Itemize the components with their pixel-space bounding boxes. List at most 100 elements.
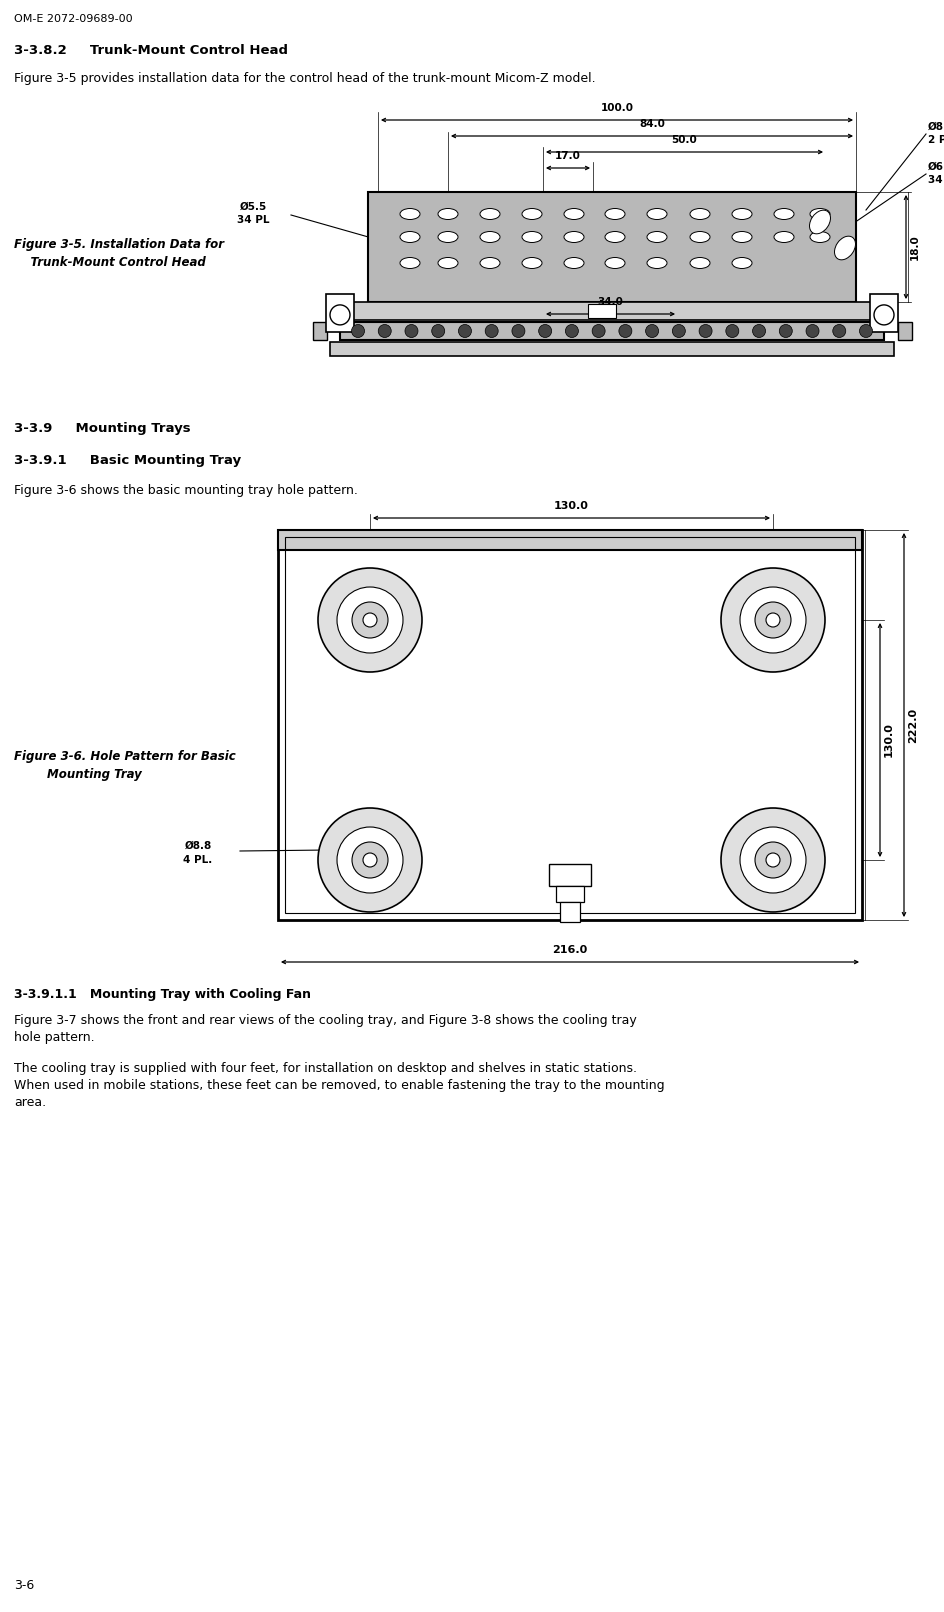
Ellipse shape xyxy=(647,232,667,242)
Ellipse shape xyxy=(732,232,752,242)
Bar xyxy=(278,530,862,920)
Text: Ø5.5: Ø5.5 xyxy=(240,202,266,213)
Bar xyxy=(587,305,615,318)
Ellipse shape xyxy=(834,237,855,260)
Bar xyxy=(560,903,580,922)
Ellipse shape xyxy=(400,232,420,242)
Ellipse shape xyxy=(605,258,625,269)
Circle shape xyxy=(565,324,579,337)
Ellipse shape xyxy=(438,208,458,219)
Text: Ø8.8: Ø8.8 xyxy=(184,841,211,851)
Circle shape xyxy=(512,324,525,337)
Bar xyxy=(340,322,884,340)
Circle shape xyxy=(337,587,403,653)
Circle shape xyxy=(592,324,605,337)
Text: 34 PL.: 34 PL. xyxy=(928,176,944,185)
Bar xyxy=(278,530,862,550)
Circle shape xyxy=(539,324,551,337)
Text: Trunk-Mount Control Head: Trunk-Mount Control Head xyxy=(14,256,206,269)
Text: The cooling tray is supplied with four feet, for installation on desktop and she: The cooling tray is supplied with four f… xyxy=(14,1062,665,1109)
Ellipse shape xyxy=(774,208,794,219)
Text: 18.0: 18.0 xyxy=(910,234,920,260)
Text: Figure 3-7 shows the front and rear views of the cooling tray, and Figure 3-8 sh: Figure 3-7 shows the front and rear view… xyxy=(14,1014,637,1045)
Circle shape xyxy=(859,324,872,337)
Ellipse shape xyxy=(480,232,500,242)
Text: 3-6: 3-6 xyxy=(14,1580,34,1593)
Circle shape xyxy=(485,324,498,337)
Bar xyxy=(898,322,912,340)
Circle shape xyxy=(352,601,388,638)
Ellipse shape xyxy=(810,232,830,242)
Bar xyxy=(350,301,874,321)
Text: 34 PL: 34 PL xyxy=(237,214,269,226)
Circle shape xyxy=(337,827,403,893)
Ellipse shape xyxy=(690,258,710,269)
Ellipse shape xyxy=(480,208,500,219)
Bar xyxy=(556,887,584,903)
Text: 84.0: 84.0 xyxy=(639,119,665,129)
Ellipse shape xyxy=(690,232,710,242)
Circle shape xyxy=(363,853,377,867)
Circle shape xyxy=(721,808,825,912)
Ellipse shape xyxy=(647,208,667,219)
Circle shape xyxy=(766,613,780,627)
Text: 130.0: 130.0 xyxy=(884,722,894,758)
Circle shape xyxy=(700,324,712,337)
Circle shape xyxy=(721,567,825,672)
Ellipse shape xyxy=(564,232,584,242)
Text: 130.0: 130.0 xyxy=(554,501,589,511)
Circle shape xyxy=(459,324,471,337)
Text: 100.0: 100.0 xyxy=(600,103,633,113)
Circle shape xyxy=(780,324,792,337)
Bar xyxy=(549,864,591,887)
Circle shape xyxy=(740,587,806,653)
Text: 3-3.9.1.1   Mounting Tray with Cooling Fan: 3-3.9.1.1 Mounting Tray with Cooling Fan xyxy=(14,988,311,1001)
Text: Ø8.0: Ø8.0 xyxy=(928,123,944,132)
Circle shape xyxy=(330,305,350,326)
Ellipse shape xyxy=(564,208,584,219)
Circle shape xyxy=(672,324,685,337)
Ellipse shape xyxy=(438,258,458,269)
Ellipse shape xyxy=(605,208,625,219)
Circle shape xyxy=(646,324,659,337)
Ellipse shape xyxy=(522,258,542,269)
Bar xyxy=(330,342,894,356)
Text: 17.0: 17.0 xyxy=(555,152,581,161)
Circle shape xyxy=(431,324,445,337)
Text: 216.0: 216.0 xyxy=(552,945,587,954)
Ellipse shape xyxy=(810,208,830,219)
Ellipse shape xyxy=(732,258,752,269)
Bar xyxy=(870,293,898,332)
Ellipse shape xyxy=(522,208,542,219)
Ellipse shape xyxy=(605,232,625,242)
Circle shape xyxy=(755,601,791,638)
Bar xyxy=(285,537,855,912)
Circle shape xyxy=(755,841,791,879)
Text: Figure 3-6 shows the basic mounting tray hole pattern.: Figure 3-6 shows the basic mounting tray… xyxy=(14,484,358,496)
Circle shape xyxy=(726,324,739,337)
Ellipse shape xyxy=(810,210,831,234)
Bar xyxy=(368,192,856,301)
Text: 34.0: 34.0 xyxy=(598,297,623,306)
Circle shape xyxy=(619,324,632,337)
Text: Figure 3-6. Hole Pattern for Basic: Figure 3-6. Hole Pattern for Basic xyxy=(14,750,236,762)
Circle shape xyxy=(351,324,364,337)
Text: Figure 3-5 provides installation data for the control head of the trunk-mount Mi: Figure 3-5 provides installation data fo… xyxy=(14,73,596,85)
Text: 3-3.8.2     Trunk-Mount Control Head: 3-3.8.2 Trunk-Mount Control Head xyxy=(14,44,288,56)
Circle shape xyxy=(874,305,894,326)
Text: 3-3.9.1     Basic Mounting Tray: 3-3.9.1 Basic Mounting Tray xyxy=(14,455,241,467)
Text: 3-3.9     Mounting Trays: 3-3.9 Mounting Trays xyxy=(14,422,191,435)
Circle shape xyxy=(740,827,806,893)
Bar xyxy=(326,293,354,332)
Circle shape xyxy=(806,324,819,337)
Ellipse shape xyxy=(400,258,420,269)
Text: Figure 3-5. Installation Data for: Figure 3-5. Installation Data for xyxy=(14,239,224,251)
Ellipse shape xyxy=(564,258,584,269)
Circle shape xyxy=(379,324,391,337)
Circle shape xyxy=(405,324,418,337)
Circle shape xyxy=(352,841,388,879)
Circle shape xyxy=(766,853,780,867)
Circle shape xyxy=(318,808,422,912)
Text: Ø6.3: Ø6.3 xyxy=(928,161,944,172)
Circle shape xyxy=(363,613,377,627)
